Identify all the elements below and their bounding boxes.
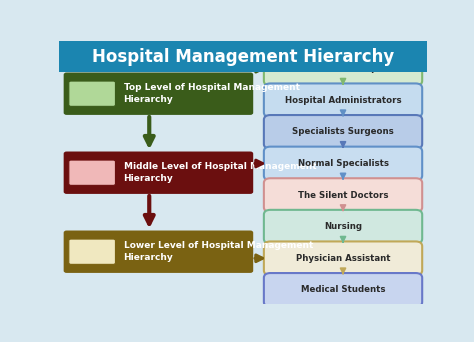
FancyBboxPatch shape — [264, 52, 422, 86]
Text: Nursing: Nursing — [324, 222, 362, 231]
Text: Top Level of Hospital Management
Hierarchy: Top Level of Hospital Management Hierarc… — [124, 83, 300, 104]
FancyBboxPatch shape — [64, 152, 253, 194]
FancyBboxPatch shape — [64, 231, 253, 273]
Text: Medical Students: Medical Students — [301, 285, 385, 294]
FancyBboxPatch shape — [59, 41, 427, 72]
Text: Lower Level of Hospital Management
Hierarchy: Lower Level of Hospital Management Hiera… — [124, 241, 313, 262]
FancyBboxPatch shape — [264, 178, 422, 212]
FancyBboxPatch shape — [264, 115, 422, 149]
Text: Dean of the Hospital: Dean of the Hospital — [293, 64, 393, 73]
Text: Normal Specialists: Normal Specialists — [298, 159, 389, 168]
FancyBboxPatch shape — [69, 160, 116, 185]
FancyBboxPatch shape — [264, 273, 422, 307]
Text: Specialists Surgeons: Specialists Surgeons — [292, 127, 394, 136]
FancyBboxPatch shape — [264, 241, 422, 275]
FancyBboxPatch shape — [69, 81, 116, 106]
Text: Hospital Administrators: Hospital Administrators — [285, 96, 401, 105]
FancyBboxPatch shape — [264, 83, 422, 117]
FancyBboxPatch shape — [69, 239, 116, 264]
Text: Physician Assistant: Physician Assistant — [296, 254, 390, 263]
FancyBboxPatch shape — [264, 210, 422, 244]
FancyBboxPatch shape — [264, 147, 422, 180]
Text: Middle Level of Hospital Management
Hierarchy: Middle Level of Hospital Management Hier… — [124, 162, 316, 183]
FancyBboxPatch shape — [64, 73, 253, 115]
Text: The Silent Doctors: The Silent Doctors — [298, 190, 388, 200]
Text: Hospital Management Hierarchy: Hospital Management Hierarchy — [92, 48, 394, 66]
